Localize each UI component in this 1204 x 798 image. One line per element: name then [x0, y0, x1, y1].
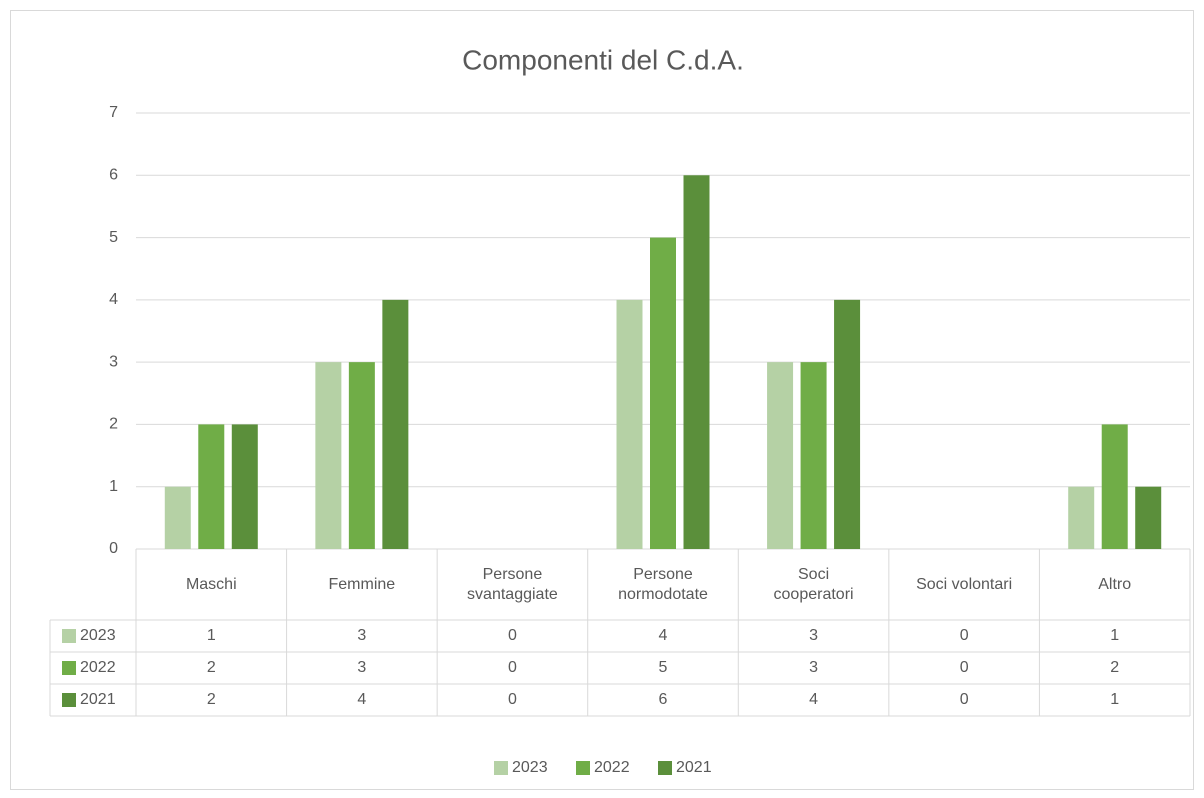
y-tick-label: 3	[109, 353, 118, 370]
table-value: 5	[659, 659, 668, 676]
y-tick-label: 4	[109, 291, 118, 308]
chart-border	[10, 10, 1194, 790]
bar	[650, 237, 676, 550]
legend-key	[576, 761, 590, 775]
table-row-label: 2023	[80, 627, 116, 644]
bar	[315, 362, 342, 549]
table-value: 3	[357, 627, 366, 644]
table-value: 1	[207, 627, 216, 644]
table-row-label: 2022	[80, 659, 116, 676]
chart-title: Componenti del C.d.A.	[462, 44, 744, 75]
table-value: 0	[960, 659, 969, 676]
table-value: 2	[1110, 659, 1119, 676]
bar	[767, 362, 794, 549]
x-tick-label: Femmine	[328, 576, 396, 593]
y-tick-label: 6	[109, 167, 118, 184]
legend-label: 2022	[594, 759, 630, 776]
table-value: 0	[508, 659, 517, 676]
bar	[348, 362, 375, 549]
table-value: 6	[659, 691, 668, 708]
legend-label: 2021	[676, 759, 712, 776]
legend-key	[62, 661, 76, 675]
legend-key	[62, 629, 76, 643]
x-tick-label: Persone svantaggiate	[467, 566, 558, 603]
bar	[164, 486, 191, 549]
x-tick-label: Maschi	[185, 576, 237, 593]
bar	[382, 299, 409, 549]
bar	[834, 299, 861, 549]
table-value: 0	[508, 627, 517, 644]
table-value: 0	[960, 691, 969, 708]
table-value: 4	[659, 627, 668, 644]
bar	[198, 424, 225, 549]
bar	[231, 424, 258, 549]
table-value: 3	[357, 659, 366, 676]
table-value: 4	[357, 691, 366, 708]
y-tick-label: 7	[109, 104, 118, 121]
table-value: 1	[1110, 691, 1119, 708]
table-value: 0	[960, 627, 969, 644]
bar	[616, 299, 643, 549]
table-value: 0	[508, 691, 517, 708]
bar	[1068, 486, 1095, 549]
table-value: 4	[809, 691, 818, 708]
table-value: 3	[809, 659, 818, 676]
bar	[683, 175, 710, 550]
y-tick-label: 2	[109, 416, 118, 433]
x-tick-label: Soci cooperatori	[773, 566, 854, 603]
x-tick-label: Soci volontari	[916, 576, 1013, 593]
table-value: 2	[207, 691, 216, 708]
y-tick-label: 1	[109, 478, 118, 495]
y-tick-label: 5	[109, 229, 118, 246]
x-tick-label: Altro	[1098, 576, 1132, 593]
legend-key	[62, 693, 76, 707]
table-value: 2	[207, 659, 216, 676]
legend-key	[658, 761, 672, 775]
bar	[1135, 486, 1162, 549]
y-tick-label: 0	[109, 540, 118, 557]
table-row-label: 2021	[80, 691, 116, 708]
x-tick-label: Persone normodotate	[618, 566, 708, 603]
legend-label: 2023	[512, 759, 548, 776]
bar	[1101, 424, 1128, 549]
bar	[800, 362, 827, 549]
legend-key	[494, 761, 508, 775]
table-value: 3	[809, 627, 818, 644]
table-value: 1	[1110, 627, 1119, 644]
